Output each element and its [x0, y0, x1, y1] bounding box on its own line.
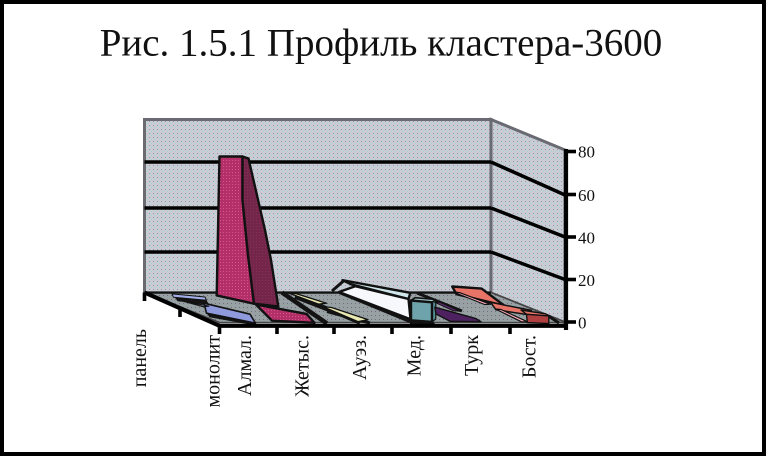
svg-text:Турк: Турк: [461, 335, 483, 376]
svg-text:40: 40: [578, 229, 595, 248]
svg-text:Рис. 1.5.1 Профиль кластера-36: Рис. 1.5.1 Профиль кластера-3600: [100, 22, 663, 65]
svg-text:монолит: монолит: [203, 335, 225, 408]
svg-text:20: 20: [578, 271, 595, 290]
svg-text:Ауэз.: Ауэз.: [349, 335, 371, 380]
svg-text:60: 60: [578, 186, 595, 205]
svg-text:80: 80: [578, 143, 595, 162]
svg-text:Бост.: Бост.: [519, 335, 541, 378]
svg-text:Алмал.: Алмал.: [234, 335, 256, 396]
svg-text:Жетыс.: Жетыс.: [292, 335, 314, 397]
svg-text:панель: панель: [129, 329, 151, 387]
svg-text:0: 0: [578, 314, 587, 333]
svg-text:Мед.: Мед.: [404, 335, 426, 376]
